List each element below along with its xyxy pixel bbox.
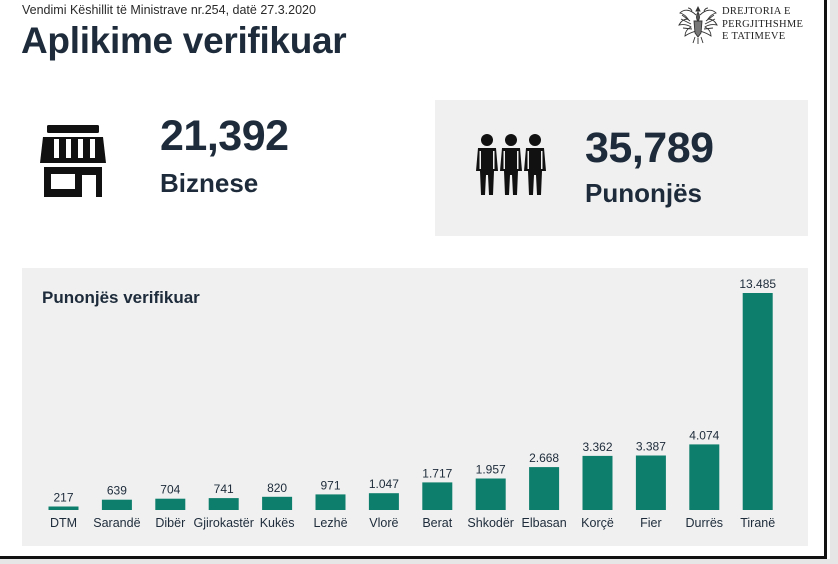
category-label-berat: Berat: [422, 516, 452, 530]
category-label-shkodër: Shkodër: [467, 516, 514, 530]
bar-korçë: [582, 455, 613, 510]
value-label-korçë: 3.362: [582, 440, 612, 454]
bar-gjirokastër: [208, 498, 239, 510]
frame-border-bottom: [0, 556, 827, 559]
category-label-elbasan: Elbasan: [522, 516, 567, 530]
value-label-durrës: 4.074: [689, 428, 719, 442]
frame-border-right: [824, 0, 827, 564]
category-label-fier: Fier: [640, 516, 662, 530]
value-label-sarandë: 639: [107, 484, 127, 498]
bar-tiranë: [742, 293, 773, 510]
value-label-kukës: 820: [267, 481, 287, 495]
org-line-3: E TATIMEVE: [722, 31, 786, 42]
category-label-gjirokastër: Gjirokastër: [193, 516, 253, 530]
employees-count: 35,789: [585, 124, 714, 172]
value-label-vlorë: 1.047: [369, 477, 399, 491]
people-group-icon: [476, 134, 546, 195]
value-label-shkodër: 1.957: [476, 463, 506, 477]
bar-durrës: [689, 444, 720, 510]
org-line-1: DREJTORIA E: [722, 6, 791, 17]
frame-margin-right: [830, 0, 838, 564]
organization-name: DREJTORIA E PERGJITHSHME E TATIMEVE: [722, 6, 803, 44]
value-label-gjirokastër: 741: [214, 482, 234, 496]
chart-title: Punonjës verifikuar: [42, 288, 200, 307]
category-label-dtm: DTM: [50, 516, 77, 530]
category-label-sarandë: Sarandë: [93, 516, 140, 530]
category-label-vlorë: Vlorë: [369, 516, 398, 530]
page-title: Aplikime verifikuar: [21, 20, 347, 61]
bar-vlorë: [368, 493, 399, 510]
value-label-dtm: 217: [53, 491, 73, 505]
org-line-2: PERGJITHSHME: [722, 18, 804, 30]
bar-berat: [422, 482, 453, 510]
bar-dtm: [48, 506, 79, 510]
category-label-dibër: Dibër: [155, 516, 185, 530]
value-label-berat: 1.717: [422, 466, 452, 480]
bar-lezhë: [315, 494, 346, 510]
bar-kukës: [262, 496, 293, 510]
bar-sarandë: [101, 499, 132, 510]
frame-margin-bottom: [0, 559, 838, 564]
double-headed-eagle-emblem-icon: [678, 5, 718, 44]
employees-label: Punonjës: [585, 178, 703, 208]
bar-elbasan: [529, 467, 560, 510]
storefront-icon: [40, 125, 106, 197]
value-label-tiranë: 13.485: [739, 277, 776, 291]
category-label-durrës: Durrës: [686, 516, 724, 530]
value-label-elbasan: 2.668: [529, 451, 559, 465]
category-label-lezhë: Lezhë: [313, 516, 347, 530]
category-label-kukës: Kukës: [260, 516, 295, 530]
businesses-label: Biznese: [160, 168, 259, 198]
employees-chart-panel: Punonjës verifikuar 217 DTM 639 Sarandë 704 D…: [22, 268, 808, 546]
category-label-tiranë: Tiranë: [740, 516, 775, 530]
bar-dibër: [155, 498, 186, 510]
kpi-businesses-card: 21,392 Biznese: [22, 100, 402, 236]
category-label-korçë: Korçë: [581, 516, 614, 530]
value-label-fier: 3.387: [636, 440, 666, 454]
employees-bar-chart: 217 DTM 639 Sarandë 704 Dibër 741 Gjirokastër 82…: [48, 277, 776, 530]
bar-fier: [635, 455, 666, 510]
kpi-employees-card: 35,789 Punonjës: [435, 100, 808, 236]
value-label-dibër: 704: [160, 483, 180, 497]
decision-subtitle: Vendimi Këshillit të Ministrave nr.254, …: [22, 3, 316, 17]
value-label-lezhë: 971: [320, 478, 340, 492]
bar-shkodër: [475, 478, 506, 510]
businesses-count: 21,392: [160, 112, 289, 160]
